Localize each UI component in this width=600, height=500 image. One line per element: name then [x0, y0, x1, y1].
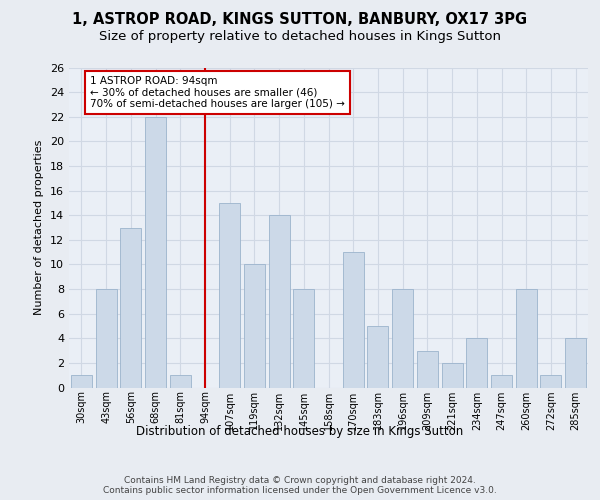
Bar — [417, 350, 438, 388]
Bar — [170, 375, 191, 388]
Bar — [516, 289, 537, 388]
Text: 1 ASTROP ROAD: 94sqm
← 30% of detached houses are smaller (46)
70% of semi-detac: 1 ASTROP ROAD: 94sqm ← 30% of detached h… — [90, 76, 345, 110]
Bar — [343, 252, 364, 388]
Bar — [541, 375, 562, 388]
Y-axis label: Number of detached properties: Number of detached properties — [34, 140, 44, 315]
Text: Size of property relative to detached houses in Kings Sutton: Size of property relative to detached ho… — [99, 30, 501, 43]
Bar — [565, 338, 586, 388]
Bar — [145, 116, 166, 388]
Bar — [442, 363, 463, 388]
Bar — [367, 326, 388, 388]
Bar — [392, 289, 413, 388]
Bar — [71, 375, 92, 388]
Bar — [219, 203, 240, 388]
Bar — [466, 338, 487, 388]
Text: Distribution of detached houses by size in Kings Sutton: Distribution of detached houses by size … — [136, 424, 464, 438]
Text: Contains HM Land Registry data © Crown copyright and database right 2024.
Contai: Contains HM Land Registry data © Crown c… — [103, 476, 497, 495]
Bar — [491, 375, 512, 388]
Bar — [293, 289, 314, 388]
Bar — [269, 215, 290, 388]
Bar — [244, 264, 265, 388]
Bar — [95, 289, 116, 388]
Bar — [120, 228, 141, 388]
Text: 1, ASTROP ROAD, KINGS SUTTON, BANBURY, OX17 3PG: 1, ASTROP ROAD, KINGS SUTTON, BANBURY, O… — [73, 12, 527, 28]
